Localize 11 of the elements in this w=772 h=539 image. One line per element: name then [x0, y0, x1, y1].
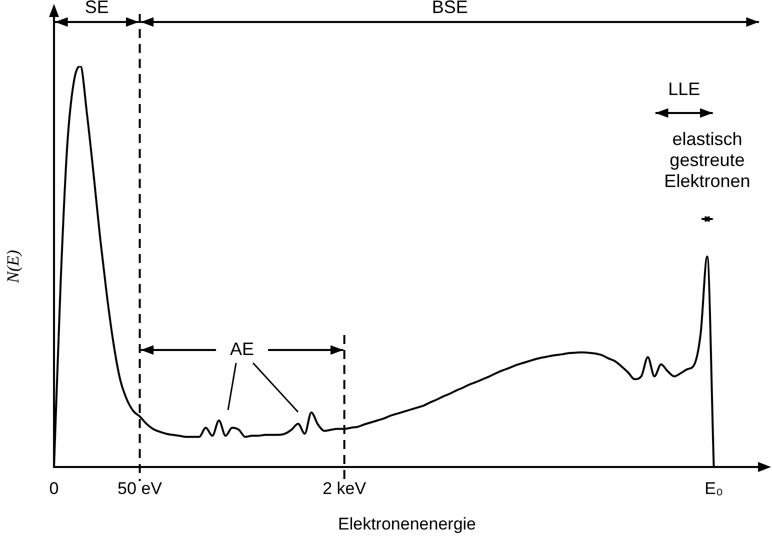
x-tick-label: 2 keV: [322, 478, 367, 498]
x-axis-title: Elektronenenergie: [338, 514, 476, 534]
annotation: AE: [230, 338, 254, 359]
text: BSE: [432, 0, 468, 17]
text: SE: [84, 0, 109, 17]
annotation: LLE: [668, 78, 700, 99]
annotation: elastisch gestreute Elektronen: [664, 128, 750, 191]
y-axis-title: N(E): [4, 250, 23, 284]
x-tick-label: 50 eV: [118, 478, 163, 498]
x-tick-label: 0: [49, 478, 59, 498]
x-tick-label: E₀: [704, 478, 724, 498]
